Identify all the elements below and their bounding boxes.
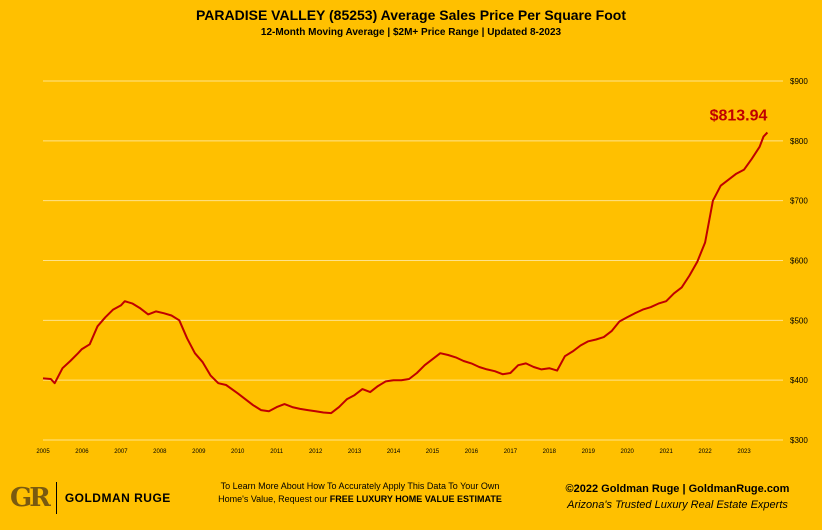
x-tick-label: 2005 — [36, 449, 50, 455]
x-tick-label: 2021 — [659, 449, 673, 455]
x-tick-label: 2023 — [737, 449, 751, 455]
chart-subtitle: 12-Month Moving Average | $2M+ Price Ran… — [260, 27, 562, 38]
cta-link: FREE LUXURY HOME VALUE ESTIMATE — [329, 494, 502, 504]
call-to-action: To Learn More About How To Accurately Ap… — [170, 480, 550, 506]
logo-name: GOLDMAN RUGE — [64, 491, 171, 505]
y-tick-label: $400 — [790, 376, 808, 385]
x-tick-label: 2014 — [387, 449, 401, 455]
cta-line-1: To Learn More About How To Accurately Ap… — [220, 481, 500, 491]
value-annotation: $813.94 — [710, 107, 768, 124]
x-tick-label: 2016 — [465, 449, 479, 455]
y-tick-label: $500 — [790, 316, 808, 325]
company-logo: GR GOLDMAN RUGE — [10, 480, 171, 516]
x-tick-label: 2019 — [582, 449, 596, 455]
x-tick-label: 2009 — [192, 449, 206, 455]
x-tick-label: 2015 — [426, 449, 440, 455]
tagline: Arizona's Trusted Luxury Real Estate Exp… — [567, 499, 788, 511]
x-tick-label: 2008 — [153, 449, 167, 455]
chart-title: PARADISE VALLEY (85253) Average Sales Pr… — [195, 7, 626, 23]
x-tick-label: 2013 — [348, 449, 362, 455]
footer-credits: ©2022 Goldman Ruge | GoldmanRuge.com Ari… — [545, 481, 810, 513]
y-tick-label: $800 — [790, 137, 808, 146]
copyright: ©2022 Goldman Ruge | GoldmanRuge.com — [565, 483, 790, 495]
x-tick-label: 2007 — [114, 449, 128, 455]
series-line — [42, 131, 769, 415]
cta-prefix: Home's Value, Request our — [218, 494, 330, 504]
x-tick-label: 2010 — [231, 449, 245, 455]
y-tick-label: $900 — [790, 77, 808, 86]
logo-mark: GR — [10, 482, 57, 514]
x-tick-label: 2020 — [621, 449, 635, 455]
cta-line-2: Home's Value, Request our FREE LUXURY HO… — [170, 493, 550, 506]
y-tick-label: $600 — [790, 257, 808, 266]
x-tick-label: 2012 — [309, 449, 323, 455]
x-tick-label: 2006 — [75, 449, 89, 455]
y-tick-label: $300 — [790, 436, 808, 445]
y-tick-label: $700 — [790, 197, 808, 206]
x-tick-label: 2018 — [543, 449, 557, 455]
x-tick-label: 2017 — [504, 449, 518, 455]
x-tick-label: 2022 — [698, 449, 712, 455]
x-tick-label: 2011 — [270, 449, 284, 455]
